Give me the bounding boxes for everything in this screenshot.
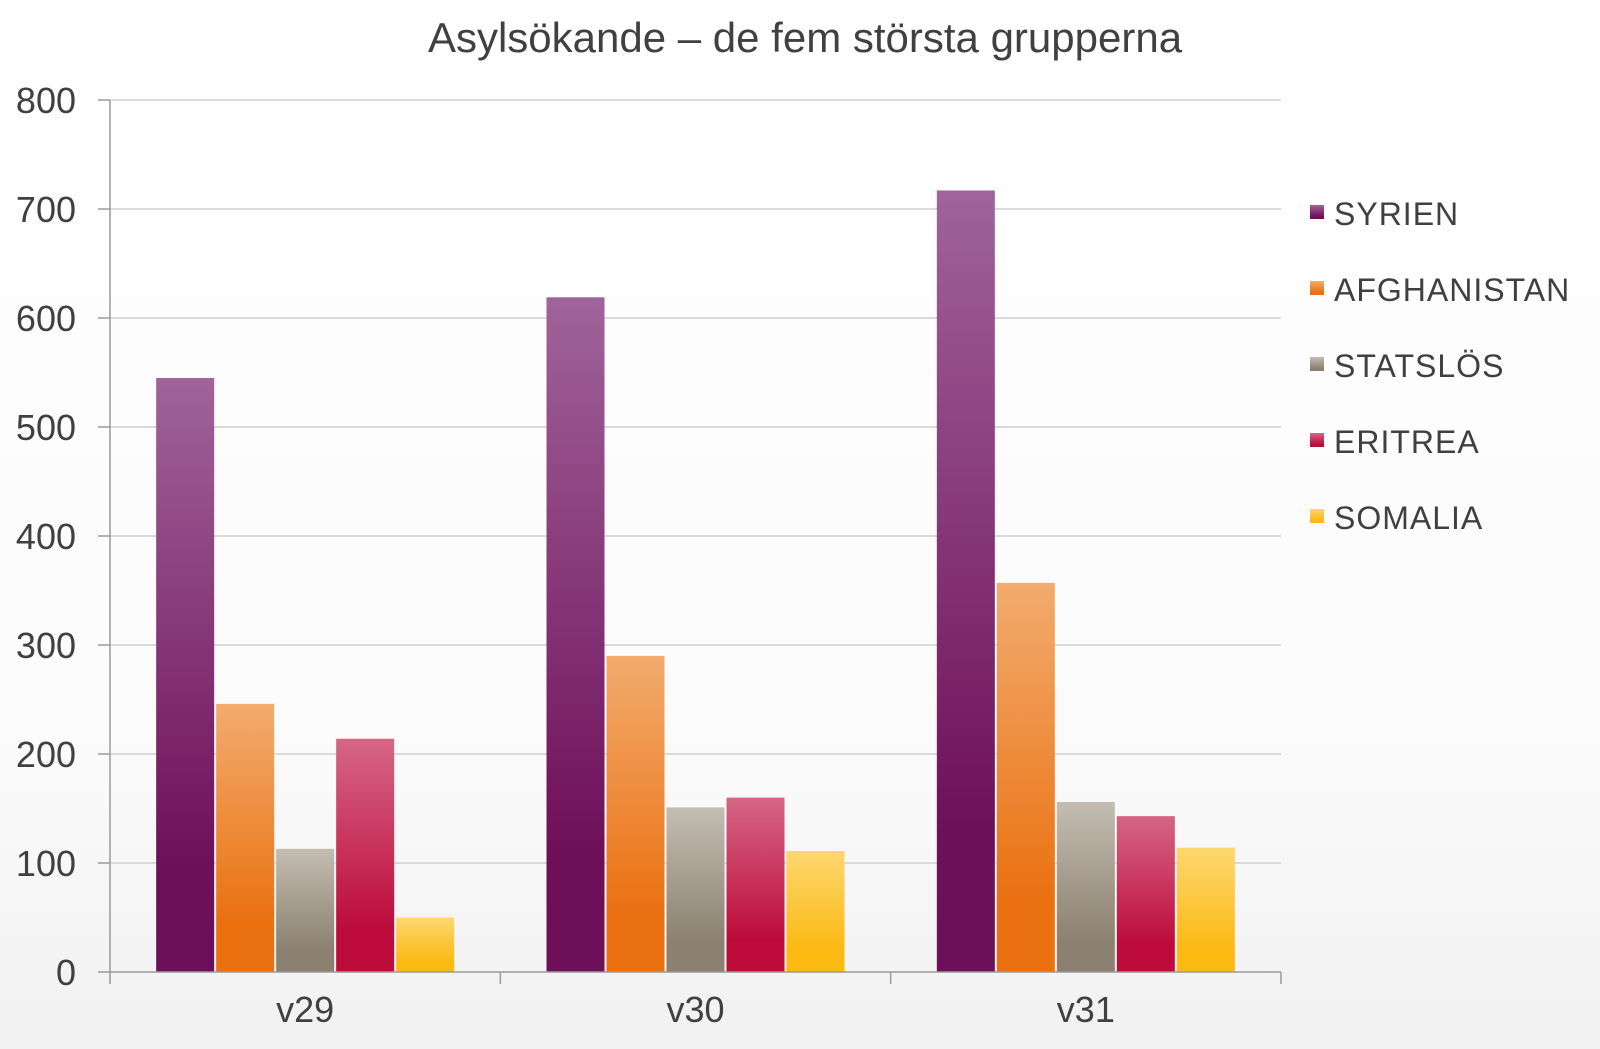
y-tick-label: 500 (16, 407, 76, 448)
x-tick-label: v29 (276, 989, 334, 1030)
legend-label: AFGHANISTAN (1334, 272, 1570, 308)
y-tick-label: 600 (16, 298, 76, 339)
legend-swatch-syrien (1310, 205, 1324, 219)
bar-syrien-v31 (936, 190, 995, 973)
x-tick-label: v30 (666, 989, 724, 1030)
bars (156, 190, 1235, 973)
bar-afghanistan-v29 (216, 703, 275, 972)
bar-somalia-v30 (786, 851, 845, 972)
y-tick-label: 400 (16, 516, 76, 557)
y-tick-label: 0 (56, 952, 76, 993)
gridlines (110, 99, 1281, 864)
chart-title: Asylsökande – de fem största grupperna (428, 14, 1183, 61)
legend-swatch-afghanistan (1310, 281, 1324, 295)
legend-label: STATSLÖS (1334, 348, 1504, 384)
legend-swatch-statslös (1310, 357, 1324, 371)
legend: SYRIEN AFGHANISTAN STATSLÖS ERITREA SOMALIA (1310, 196, 1570, 536)
bar-afghanistan-v30 (606, 655, 665, 972)
bar-eritrea-v31 (1116, 816, 1175, 972)
x-tick-label: v31 (1057, 989, 1115, 1030)
axes (109, 100, 1281, 973)
y-axis-ticks: 0 100 200 300 400 500 600 700 800 (16, 80, 110, 993)
bar-statslös-v29 (276, 848, 335, 972)
bar-somalia-v29 (396, 917, 455, 972)
bar-syrien-v30 (546, 297, 605, 972)
legend-swatch-eritrea (1310, 433, 1324, 447)
legend-label: ERITREA (1334, 424, 1480, 460)
y-tick-label: 100 (16, 843, 76, 884)
bar-eritrea-v30 (726, 797, 785, 972)
legend-swatch-somalia (1310, 509, 1324, 523)
legend-label: SYRIEN (1334, 196, 1459, 232)
y-tick-label: 700 (16, 189, 76, 230)
y-tick-label: 300 (16, 625, 76, 666)
y-tick-label: 200 (16, 734, 76, 775)
bar-statslös-v30 (666, 807, 725, 972)
x-axis-ticks: v29 v30 v31 (109, 972, 1282, 1030)
bar-syrien-v29 (156, 377, 215, 972)
bar-afghanistan-v31 (996, 582, 1055, 972)
legend-label: SOMALIA (1334, 500, 1483, 536)
bar-eritrea-v29 (336, 738, 395, 972)
bar-statslös-v31 (1056, 801, 1115, 972)
y-tick-label: 800 (16, 80, 76, 121)
bar-somalia-v31 (1176, 847, 1235, 972)
